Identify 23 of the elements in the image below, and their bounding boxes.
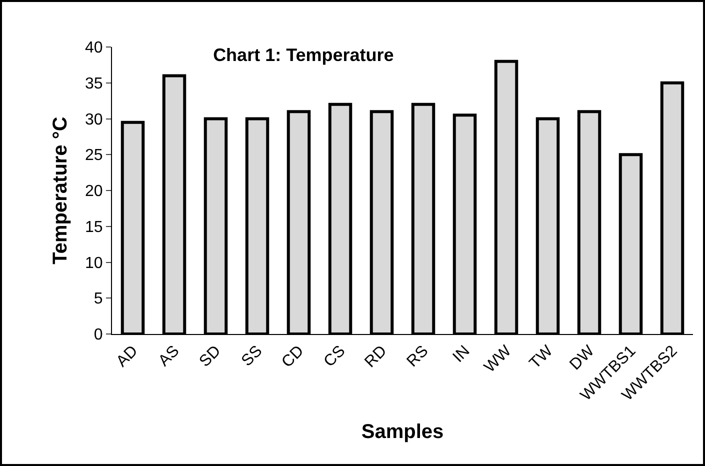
x-tick-label: CD <box>278 342 308 372</box>
x-tick-label: AD <box>113 342 142 370</box>
x-tick-label: TW <box>526 342 557 372</box>
chart-title: Chart 1: Temperature <box>213 44 394 65</box>
y-tick-label: 0 <box>94 326 103 344</box>
y-tick-label: 10 <box>85 254 103 272</box>
x-axis-title: Samples <box>361 420 444 443</box>
y-tick-label: 20 <box>85 183 103 200</box>
x-tick-label: AS <box>156 342 183 370</box>
y-tick-label: 35 <box>85 75 103 92</box>
y-tick-label: 30 <box>85 111 103 128</box>
x-tick-label: RD <box>362 342 390 372</box>
x-tick-label: WW <box>481 342 516 376</box>
x-tick-label: SD <box>196 342 224 370</box>
y-tick-label: 5 <box>94 290 103 308</box>
x-tick-label: RS <box>404 342 432 370</box>
y-tick-label: 40 <box>85 40 103 57</box>
x-tick-label: IN <box>450 342 474 366</box>
y-axis-title: Temperature °C <box>50 116 72 264</box>
y-tick-label: 25 <box>85 147 103 164</box>
x-tick-label: SS <box>238 342 266 370</box>
x-tick-label: CS <box>320 342 349 370</box>
y-tick-label: 15 <box>85 218 103 236</box>
